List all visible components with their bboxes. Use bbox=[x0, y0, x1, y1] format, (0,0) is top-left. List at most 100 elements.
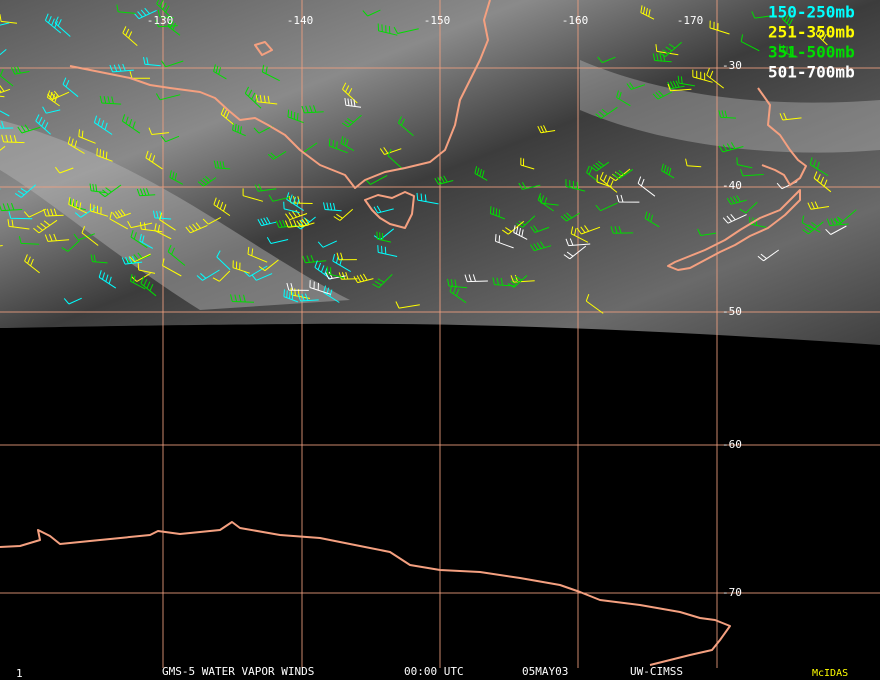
wind-barb bbox=[626, 82, 646, 90]
wind-barb bbox=[697, 228, 717, 236]
legend-entry: 150-250mb bbox=[768, 3, 855, 22]
wind-barb bbox=[595, 106, 618, 119]
wind-barb bbox=[156, 0, 172, 19]
wind-barb bbox=[43, 208, 64, 217]
wind-barb bbox=[61, 240, 80, 252]
wind-barb bbox=[609, 168, 631, 182]
wind-barb bbox=[288, 195, 313, 204]
wind-barb bbox=[596, 174, 613, 188]
wind-barb bbox=[286, 192, 304, 212]
wind-barb bbox=[325, 271, 346, 280]
wind-barb bbox=[667, 80, 685, 90]
wind-barb bbox=[162, 258, 182, 277]
wind-barb bbox=[833, 209, 857, 225]
legend-entry: 501-700mb bbox=[768, 63, 855, 82]
wind-barb bbox=[397, 116, 414, 137]
legend-entry: 251-350mb bbox=[768, 23, 855, 42]
wind-barb bbox=[610, 226, 634, 234]
wind-barb bbox=[416, 192, 439, 205]
wind-barb bbox=[47, 90, 70, 101]
coastlines bbox=[0, 0, 807, 666]
wind-barb bbox=[213, 160, 231, 170]
wind-barb bbox=[11, 66, 30, 75]
wind-barb bbox=[185, 222, 208, 234]
product-name: GMS-5 WATER VAPOR WINDS bbox=[162, 665, 314, 678]
wind-barb bbox=[718, 142, 744, 153]
wind-barb bbox=[148, 127, 170, 135]
wind-barb bbox=[7, 219, 30, 230]
wind-barb bbox=[140, 276, 157, 297]
wind-barb bbox=[802, 221, 824, 235]
wind-barb bbox=[255, 94, 278, 105]
wind-barb bbox=[353, 273, 374, 284]
wind-barb bbox=[434, 175, 454, 185]
wind-barb bbox=[136, 188, 156, 197]
wind-barb bbox=[68, 197, 88, 214]
wind-barb bbox=[447, 278, 468, 289]
wind-barb bbox=[518, 181, 541, 190]
wind-barb bbox=[323, 285, 340, 303]
wind-barb bbox=[0, 145, 6, 151]
wind-barb bbox=[616, 90, 631, 107]
wind-barb bbox=[152, 210, 172, 220]
wind-barb bbox=[154, 223, 172, 240]
wind-barb bbox=[266, 236, 289, 244]
wind-barb bbox=[14, 184, 37, 198]
wind-barb bbox=[338, 272, 358, 280]
wind-barb bbox=[302, 255, 327, 264]
wind-barb bbox=[161, 60, 184, 68]
tasmania bbox=[364, 191, 415, 229]
wind-barb bbox=[661, 163, 675, 179]
wind-barb bbox=[216, 250, 231, 271]
moisture-band bbox=[580, 60, 880, 153]
wind-barb bbox=[0, 121, 14, 129]
moisture-band bbox=[0, 120, 350, 310]
new-zealand-south bbox=[667, 189, 801, 271]
wind-barb bbox=[257, 216, 277, 227]
wind-barb bbox=[529, 241, 552, 252]
footer: 1 GMS-5 WATER VAPOR WINDS 00:00 UTC 05MA… bbox=[16, 665, 848, 680]
wind-barb bbox=[297, 293, 319, 302]
wind-barb bbox=[90, 254, 108, 264]
wind-barb bbox=[736, 157, 753, 169]
wind-barb bbox=[815, 27, 828, 46]
wind-barb bbox=[287, 109, 304, 124]
wind-barb bbox=[63, 297, 82, 305]
wind-barb bbox=[122, 26, 138, 46]
wind-barb bbox=[247, 246, 268, 263]
wind-barb bbox=[160, 135, 180, 143]
wind-barb bbox=[333, 208, 354, 221]
wind-barb bbox=[344, 98, 362, 108]
date: 05MAY03 bbox=[522, 665, 568, 678]
wind-barb bbox=[232, 260, 250, 274]
wind-barb bbox=[24, 254, 40, 274]
wind-barb bbox=[143, 57, 161, 67]
wind-barb bbox=[757, 249, 779, 262]
wind-barb bbox=[42, 106, 61, 114]
longitude-label: -130 bbox=[147, 14, 174, 27]
wind-barb bbox=[706, 68, 725, 89]
latitude-label: -60 bbox=[722, 438, 742, 451]
wind-barb bbox=[18, 236, 40, 245]
wind-barb bbox=[283, 201, 300, 214]
antarctica-coast bbox=[0, 521, 731, 666]
wind-barb bbox=[167, 244, 186, 266]
wind-barb bbox=[377, 245, 398, 257]
wind-barb bbox=[157, 9, 174, 19]
wind-barb bbox=[341, 114, 362, 128]
wind-barb bbox=[44, 233, 70, 242]
wind-barb bbox=[62, 77, 79, 98]
wind-barb bbox=[474, 166, 488, 181]
wind-barb bbox=[0, 202, 23, 212]
wind-barb bbox=[284, 219, 309, 228]
wind-barb bbox=[314, 260, 332, 280]
source: UW-CIMSS bbox=[630, 665, 683, 678]
wind-barb bbox=[159, 212, 176, 231]
longitude-label: -170 bbox=[677, 14, 704, 27]
wind-barbs bbox=[0, 0, 857, 314]
wind-barb bbox=[637, 176, 656, 197]
wind-barb bbox=[283, 289, 299, 303]
wind-barb bbox=[372, 273, 393, 289]
wind-barb bbox=[317, 240, 338, 248]
wind-barb bbox=[145, 150, 163, 170]
